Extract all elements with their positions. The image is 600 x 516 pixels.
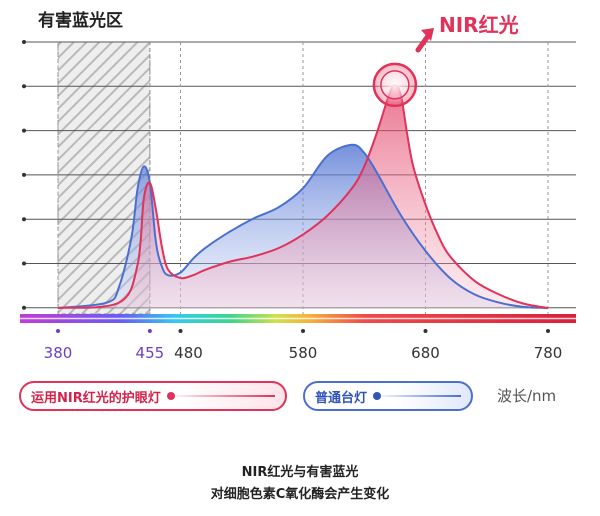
x-tick-label: 780 [533,344,563,362]
harmful-blue-zone-title: 有害蓝光区 [38,10,123,31]
legend-label-normal-lamp: 普通台灯 [315,390,368,406]
grid-dot [22,217,26,222]
legend-line-icon [373,392,461,400]
nir-peak-ring [372,62,418,108]
callout-arrowhead-icon [421,28,434,41]
x-tick-label: 680 [411,344,440,362]
x-tick-dot [178,329,183,333]
grid-dot [22,261,26,266]
legend-label-nir-lamp: 运用NIR红光的护眼灯 [31,390,161,406]
nir-callout-label: NIR红光 [439,13,519,37]
x-tick-dot [147,329,152,333]
legend-line-icon [166,392,275,400]
grid-dot [22,172,26,177]
x-tick-dot [301,329,305,333]
grid-dot [22,305,26,310]
grid-dot [22,40,26,44]
x-tick-dot [56,329,60,333]
grid-dot [22,84,26,89]
nir-callout: NIR红光 [372,13,519,108]
x-tick-label: 480 [174,344,203,362]
caption-line-1: NIR红光与有害蓝光 [241,465,359,480]
caption-line-2: 对细胞色素C氧化酶会产生变化 [210,487,390,502]
x-tick-dots [56,329,550,333]
grid-dot [22,128,26,133]
series-areas [57,83,549,309]
x-tick-dot [423,329,428,333]
x-tick-dot [546,329,550,333]
legend-item-nir-lamp: 运用NIR红光的护眼灯 [19,381,287,411]
x-axis-unit: 波长/nm [497,387,557,405]
series-line-nir-lamp [57,83,549,309]
x-tick-label: 455 [135,344,165,362]
legend-item-normal-lamp: 普通台灯 [303,381,473,411]
spectrum-chart: 有害蓝光区 NIR红光 [20,10,576,333]
callout-arrow-icon [415,33,431,53]
nir-peak-inner-ring [380,70,410,100]
x-tick-label: 580 [288,344,318,362]
series-line-normal-lamp [57,143,549,309]
x-tick-label: 380 [43,344,73,362]
